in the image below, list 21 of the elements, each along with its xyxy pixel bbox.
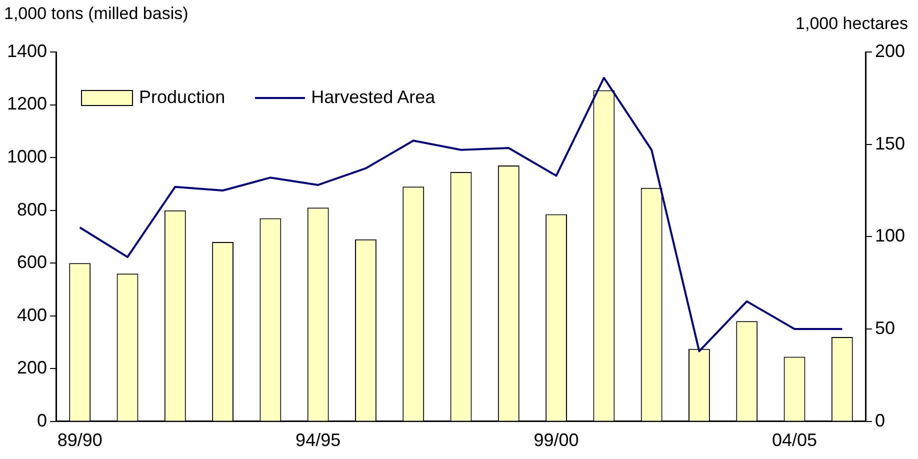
y-tick-label: 1200 [6, 94, 48, 114]
y2-tick-label: 100 [874, 226, 906, 246]
y-tick-label: 800 [16, 199, 48, 220]
x-tick-label: 94/95 [296, 430, 341, 450]
y-tick-label: 400 [16, 304, 48, 325]
y-axis-title: 1,000 tons (milled basis) [4, 4, 188, 24]
y-tick-label: 200 [16, 358, 48, 378]
x-tick-label: 04/05 [772, 430, 818, 450]
legend-label: Production [139, 87, 226, 108]
y-tick-label: 600 [16, 252, 48, 272]
y2-axis-title: 1,000 hectares [796, 14, 908, 34]
y2-tick-label: 200 [874, 40, 906, 61]
x-tick-label: 99/00 [534, 430, 579, 450]
y-tick-label: 0 [37, 410, 48, 430]
y-tick-label: 1400 [6, 40, 48, 61]
y2-tick-label: 50 [874, 318, 895, 338]
y2-tick-label: 150 [874, 133, 906, 154]
x-tick-label: 89/90 [57, 430, 102, 450]
y2-tick-label: 0 [874, 410, 885, 430]
y-tick-label: 1000 [6, 146, 48, 167]
legend-label: Harvested Area [311, 87, 436, 108]
